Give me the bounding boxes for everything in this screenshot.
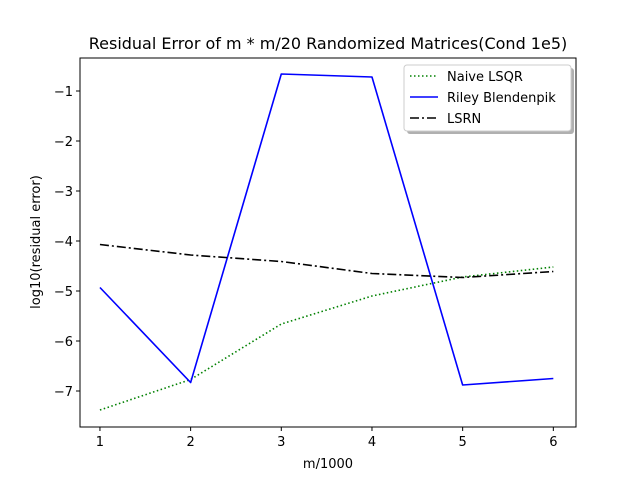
x-tick-label: 3: [277, 435, 285, 450]
x-tick-label: 2: [186, 435, 194, 450]
legend-entries: Naive LSQR Riley Blendenpik LSRN: [410, 70, 556, 127]
series-layer: [99, 73, 554, 411]
y-tick-label: −1: [54, 85, 73, 100]
legend-label-1: Naive LSQR: [447, 70, 523, 85]
y-tick-label: −4: [54, 235, 73, 250]
x-tick-label: 6: [549, 435, 557, 450]
y-axis-ticks: −7 −6 −5 −4 −3 −2 −1: [54, 85, 80, 400]
legend-label-3: LSRN: [447, 112, 481, 127]
y-tick-label: −2: [54, 135, 73, 150]
legend: Naive LSQR Riley Blendenpik LSRN: [403, 64, 574, 134]
series-line-3: [99, 243, 554, 279]
x-tick-label: 4: [368, 435, 376, 450]
legend-label-2: Riley Blendenpik: [447, 91, 556, 106]
chart-title: Residual Error of m * m/20 Randomized Ma…: [89, 34, 568, 53]
x-tick-label: 5: [459, 435, 467, 450]
legend-frame: [403, 64, 572, 132]
x-axis-label: m/1000: [303, 457, 353, 472]
x-axis-ticks: 1 2 3 4 5 6: [96, 427, 557, 450]
y-axis-label: log10(residual error): [29, 175, 44, 309]
y-tick-label: −6: [54, 335, 73, 350]
series-line-2: [99, 73, 554, 386]
y-tick-label: −5: [54, 285, 73, 300]
y-tick-label: −3: [54, 185, 73, 200]
y-tick-label: −7: [54, 385, 73, 400]
x-tick-label: 1: [96, 435, 104, 450]
series-line-1: [99, 266, 554, 411]
